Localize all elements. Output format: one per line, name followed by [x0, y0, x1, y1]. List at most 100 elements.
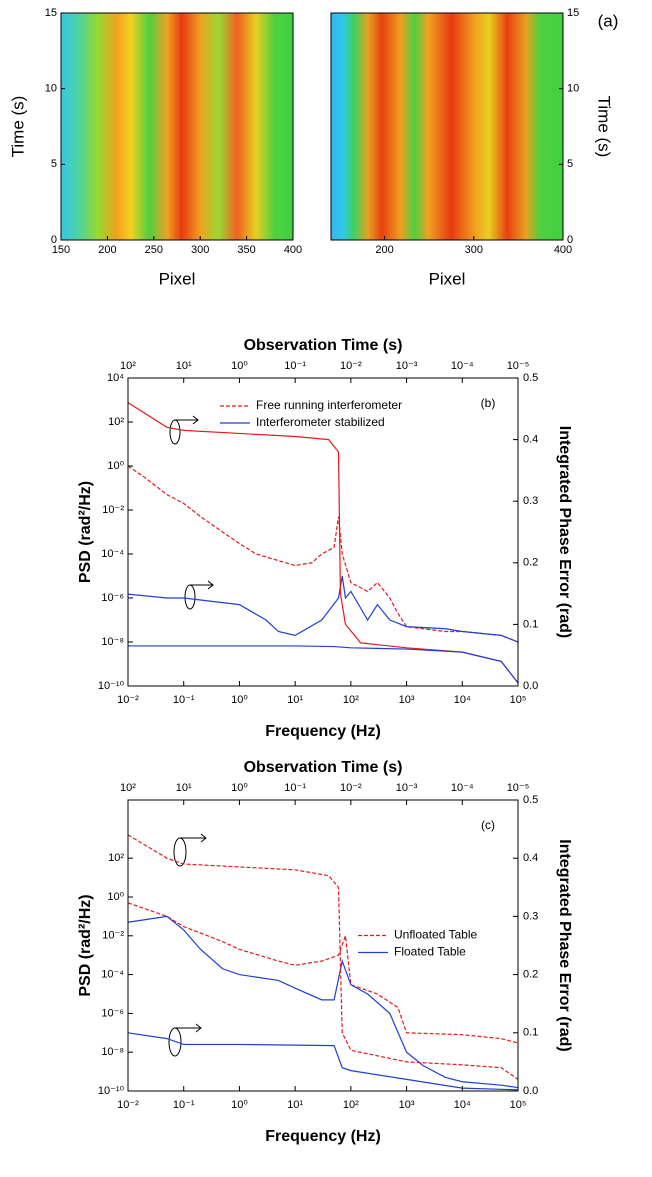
x-tick-label: 10⁻² — [117, 694, 139, 706]
x2-tick-label: 10⁻⁵ — [507, 782, 530, 794]
x-tick-label: 10⁻¹ — [173, 1099, 195, 1111]
x2-tick-label: 10⁻¹ — [284, 782, 306, 794]
series-line — [127, 834, 519, 1080]
axis-marker — [184, 584, 196, 610]
x2-tick-label: 10⁻³ — [396, 360, 418, 372]
x2-axis-title: Observation Time (s) — [244, 337, 403, 354]
y-axis-title: Time (s) — [8, 96, 27, 158]
y2-tick-label: 0.3 — [523, 495, 538, 507]
arrow — [175, 415, 199, 425]
x-tick-label: 350 — [237, 244, 255, 256]
y-tick-label: 10⁴ — [107, 372, 124, 384]
y2-tick-label: 0.2 — [523, 969, 538, 981]
x-tick-label: 10⁰ — [231, 1099, 248, 1111]
y-tick-label: 10⁻⁸ — [101, 1046, 124, 1058]
y-axis-title: PSD (rad²/Hz) — [77, 481, 94, 583]
y-axis-title: PSD (rad²/Hz) — [77, 894, 94, 996]
y-tick-label: 10⁻⁴ — [101, 969, 124, 981]
x-tick-label: 250 — [145, 244, 163, 256]
y-tick-label: 10² — [108, 852, 124, 864]
y-tick-label: 0 — [51, 234, 57, 246]
x-tick-label: 400 — [284, 244, 302, 256]
y-tick-label: 10⁻¹⁰ — [98, 680, 125, 692]
x2-tick-label: 10⁻¹ — [284, 360, 306, 372]
plot-frame — [127, 799, 519, 1092]
y2-tick-label: 0.5 — [523, 372, 538, 384]
y-tick-label: 10² — [108, 416, 124, 428]
phase-error-markers — [168, 415, 214, 1057]
y2-axis-title: Integrated Phase Error (rad) — [556, 839, 573, 1052]
arrow — [180, 833, 207, 843]
x2-tick-label: 10⁻³ — [396, 782, 418, 794]
panel-label: (c) — [481, 818, 495, 832]
series-line — [127, 575, 519, 643]
series-line — [127, 465, 519, 643]
series-line — [127, 1032, 519, 1091]
x2-axis-title: Observation Time (s) — [244, 759, 403, 776]
series-line — [127, 915, 519, 1089]
x2-tick-label: 10¹ — [176, 782, 192, 794]
x2-tick-label: 10⁻² — [340, 782, 362, 794]
x-tick-label: 150 — [52, 244, 70, 256]
x-tick-label: 10⁵ — [510, 694, 527, 706]
x-tick-label: 10⁵ — [510, 1099, 527, 1111]
x-tick-label: 200 — [375, 244, 393, 256]
legend-label: Free running interferometer — [256, 398, 402, 412]
x2-tick-label: 10⁻⁴ — [451, 360, 474, 372]
x-tick-label: 10³ — [399, 1099, 415, 1111]
legend-label: Floated Table — [394, 945, 466, 959]
y-tick-label: 10 — [567, 83, 579, 95]
y-tick-label: 5 — [51, 158, 57, 170]
x-tick-label: 10¹ — [287, 694, 303, 706]
panel-label: (b) — [481, 396, 496, 410]
y-tick-label: 10⁻⁶ — [101, 1007, 124, 1019]
x2-tick-label: 10¹ — [176, 360, 192, 372]
y-tick-label: 10⁻² — [102, 930, 124, 942]
x2-tick-label: 10² — [120, 782, 136, 794]
y-tick-label: 15 — [45, 7, 57, 19]
x-tick-label: 10² — [343, 694, 359, 706]
panel-label: (a) — [598, 11, 619, 30]
y-tick-label: 10⁰ — [107, 891, 124, 903]
y2-axis-title: Integrated Phase Error (rad) — [556, 426, 573, 639]
x-axis-title: Pixel — [429, 269, 466, 288]
x-tick-label: 10⁻¹ — [173, 694, 195, 706]
x-tick-label: 10¹ — [287, 1099, 303, 1111]
series-line — [128, 645, 519, 684]
y-tick-label: 5 — [567, 158, 573, 170]
x-tick-label: 10⁻² — [117, 1099, 139, 1111]
arrow — [190, 580, 214, 590]
x-tick-label: 300 — [191, 244, 209, 256]
y2-tick-label: 0.1 — [523, 618, 538, 630]
y2-tick-label: 0.4 — [523, 852, 538, 864]
x-tick-label: 200 — [98, 244, 116, 256]
x2-tick-label: 10⁻⁴ — [451, 782, 474, 794]
y-axis-title: Time (s) — [595, 96, 614, 158]
plot-frame — [60, 12, 294, 241]
series-line — [127, 402, 519, 684]
x2-tick-label: 10⁰ — [231, 782, 248, 794]
x-tick-label: 300 — [465, 244, 483, 256]
x2-tick-label: 10⁻² — [340, 360, 362, 372]
y2-tick-label: 0.0 — [523, 1085, 538, 1097]
y2-tick-label: 0.3 — [523, 910, 538, 922]
y2-tick-label: 0.2 — [523, 557, 538, 569]
heatmap-image — [61, 13, 293, 240]
y2-tick-label: 0.4 — [523, 434, 538, 446]
x-tick-label: 10⁴ — [454, 694, 471, 706]
y-tick-label: 10⁻⁴ — [101, 548, 124, 560]
y-tick-label: 10⁻⁶ — [101, 592, 124, 604]
x2-tick-label: 10⁰ — [231, 360, 248, 372]
y-tick-label: 10⁻¹⁰ — [98, 1085, 125, 1097]
arrow — [175, 1023, 202, 1033]
y-tick-label: 10 — [45, 83, 57, 95]
series-line — [127, 902, 519, 1044]
legend-label: Interferometer stabilized — [256, 415, 385, 429]
y2-tick-label: 0.5 — [523, 794, 538, 806]
y-tick-label: 10⁻⁸ — [101, 636, 124, 648]
y-tick-label: 10⁰ — [107, 460, 124, 472]
y2-tick-label: 0.0 — [523, 680, 538, 692]
y-tick-label: 10⁻² — [102, 504, 124, 516]
heatmap-image — [331, 13, 563, 240]
